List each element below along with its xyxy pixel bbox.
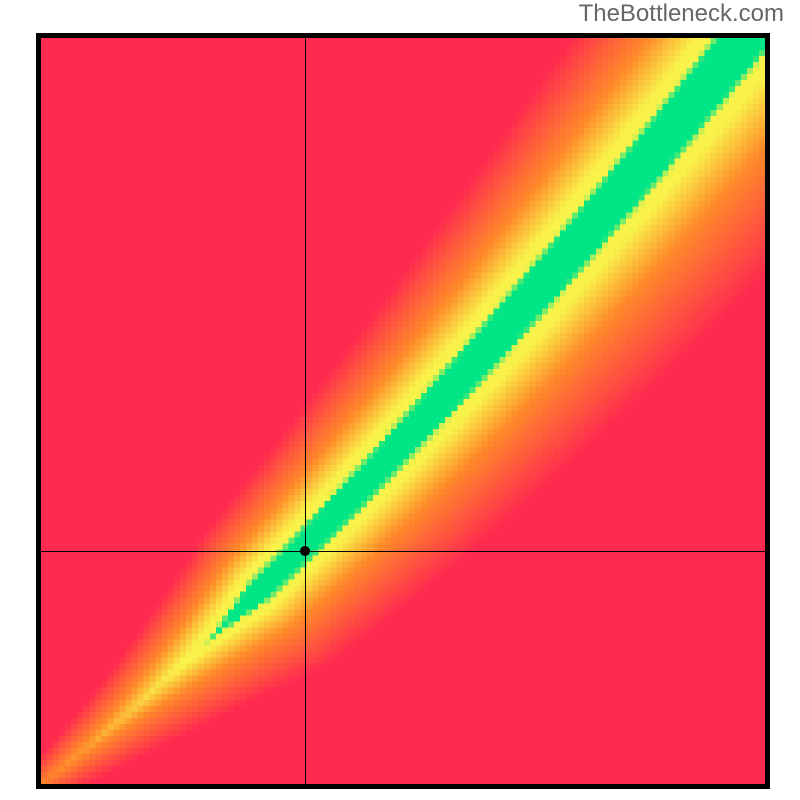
chart-container: TheBottleneck.com [0, 0, 800, 800]
watermark-text: TheBottleneck.com [579, 0, 784, 28]
heatmap-canvas [41, 38, 765, 784]
plot-frame [36, 33, 770, 789]
crosshair-horizontal [41, 551, 765, 552]
crosshair-vertical [305, 38, 306, 784]
